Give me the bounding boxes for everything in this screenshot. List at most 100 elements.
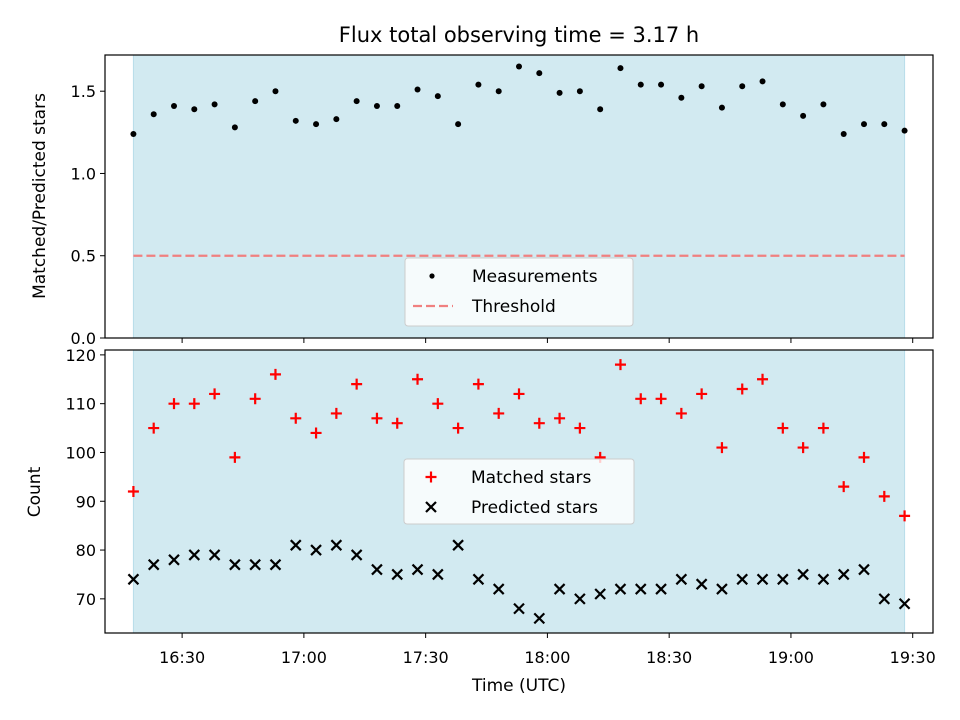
y-tick-label: 100 [65, 443, 96, 462]
measurement-point [414, 86, 421, 93]
measurement-point [252, 98, 259, 105]
matched-star-point [269, 368, 281, 380]
matched-star-point [554, 412, 566, 424]
measurement-point [231, 124, 238, 131]
measurement-point [658, 81, 665, 88]
matched-star-point [412, 373, 424, 385]
measurement-point [617, 65, 624, 72]
matched-star-point [878, 490, 890, 502]
measurement-point [191, 106, 198, 113]
measurement-point [394, 103, 401, 110]
matched-star-point [716, 442, 728, 454]
predicted-star-point [878, 593, 891, 605]
measurement-point [536, 70, 543, 77]
measurement-point [150, 111, 157, 118]
measurement-point [718, 104, 725, 111]
measurement-point [597, 106, 604, 113]
measurement-point [637, 81, 644, 88]
y-tick-label: 80 [76, 541, 96, 560]
measurement-point [678, 94, 685, 101]
predicted-star-point [330, 539, 343, 551]
matched-star-point [472, 378, 484, 390]
legend-label: Measurements [472, 267, 598, 287]
matched-star-point [635, 393, 647, 405]
y-tick-label: 1.5 [71, 82, 96, 101]
y-tick-label: 1.0 [71, 164, 96, 183]
predicted-star-point [269, 558, 282, 571]
predicted-star-point [411, 563, 424, 576]
x-axis-label: Time (UTC) [471, 676, 566, 696]
legend-label: Matched stars [471, 468, 591, 488]
predicted-star-point [371, 563, 383, 576]
matched-star-point [148, 422, 160, 434]
measurement-point [820, 101, 827, 108]
axes-frame [104, 349, 934, 634]
matched-star-point [127, 486, 139, 497]
predicted-star-point [553, 583, 566, 595]
measurement-point [333, 116, 340, 123]
measurement-point [313, 121, 320, 128]
x-tick-label: 17:00 [281, 648, 327, 667]
predicted-star-point [777, 573, 789, 586]
predicted-star-point [797, 568, 809, 581]
y-tick-label: 70 [76, 590, 96, 609]
predicted-star-point [614, 583, 627, 595]
matched-star-point [229, 451, 241, 463]
matched-star-point [858, 451, 870, 463]
predicted-star-point [756, 573, 769, 586]
measurement-point [211, 101, 218, 108]
predicted-star-point [574, 593, 586, 605]
measurement-point [455, 121, 462, 128]
x-tick-label: 18:00 [524, 648, 570, 667]
legend-marker-x [425, 501, 437, 513]
matched-star-point [452, 422, 464, 434]
x-tick-label: 18:30 [646, 648, 692, 667]
predicted-star-point [634, 583, 647, 595]
matched-star-point [838, 481, 850, 493]
predicted-star-point [898, 597, 911, 610]
measurement-point [800, 112, 807, 119]
measurement-point [353, 98, 360, 105]
matched-star-point [675, 407, 687, 419]
matched-star-point [614, 359, 626, 371]
matched-star-point [371, 412, 383, 424]
matched-star-point [757, 373, 769, 385]
matched-star-point [696, 388, 708, 400]
x-tick-label: 19:30 [890, 648, 936, 667]
measurement-point [901, 127, 908, 134]
predicted-star-point [289, 539, 302, 551]
matched-star-point [533, 417, 545, 429]
chart-title: Flux total observing time = 3.17 h [339, 23, 699, 47]
y-tick-label: 0.5 [71, 247, 96, 266]
predicted-star-point [513, 602, 525, 615]
predicted-star-point [432, 568, 444, 581]
matched-star-point [290, 412, 302, 424]
legend-box [404, 257, 634, 327]
predicted-star-point [452, 539, 464, 551]
measurement-point [171, 103, 177, 110]
measurement-point [698, 83, 705, 90]
measurement-point [292, 117, 299, 124]
matched-star-point [899, 510, 911, 522]
predicted-star-point [208, 549, 221, 561]
matched-star-point [777, 422, 789, 434]
measurement-point [779, 101, 786, 108]
legend-label: Predicted stars [471, 498, 598, 518]
matched-star-point [655, 393, 667, 405]
matched-star-point [168, 398, 180, 410]
measurement-point [516, 63, 522, 70]
matched-star-point [736, 383, 748, 395]
predicted-star-point [817, 573, 830, 586]
y-tick-label: 120 [65, 346, 96, 365]
predicted-star-point [837, 568, 850, 581]
legend: Matched stars Predicted stars [403, 458, 635, 525]
y-tick-label: 90 [76, 492, 96, 511]
predicted-star-point [350, 549, 363, 561]
matched-star-point [574, 422, 586, 434]
legend: Measurements Threshold [404, 257, 634, 327]
measurement-point [861, 121, 867, 128]
matched-star-point [330, 407, 342, 419]
predicted-star-point [736, 573, 749, 586]
matched-star-point [493, 407, 505, 419]
